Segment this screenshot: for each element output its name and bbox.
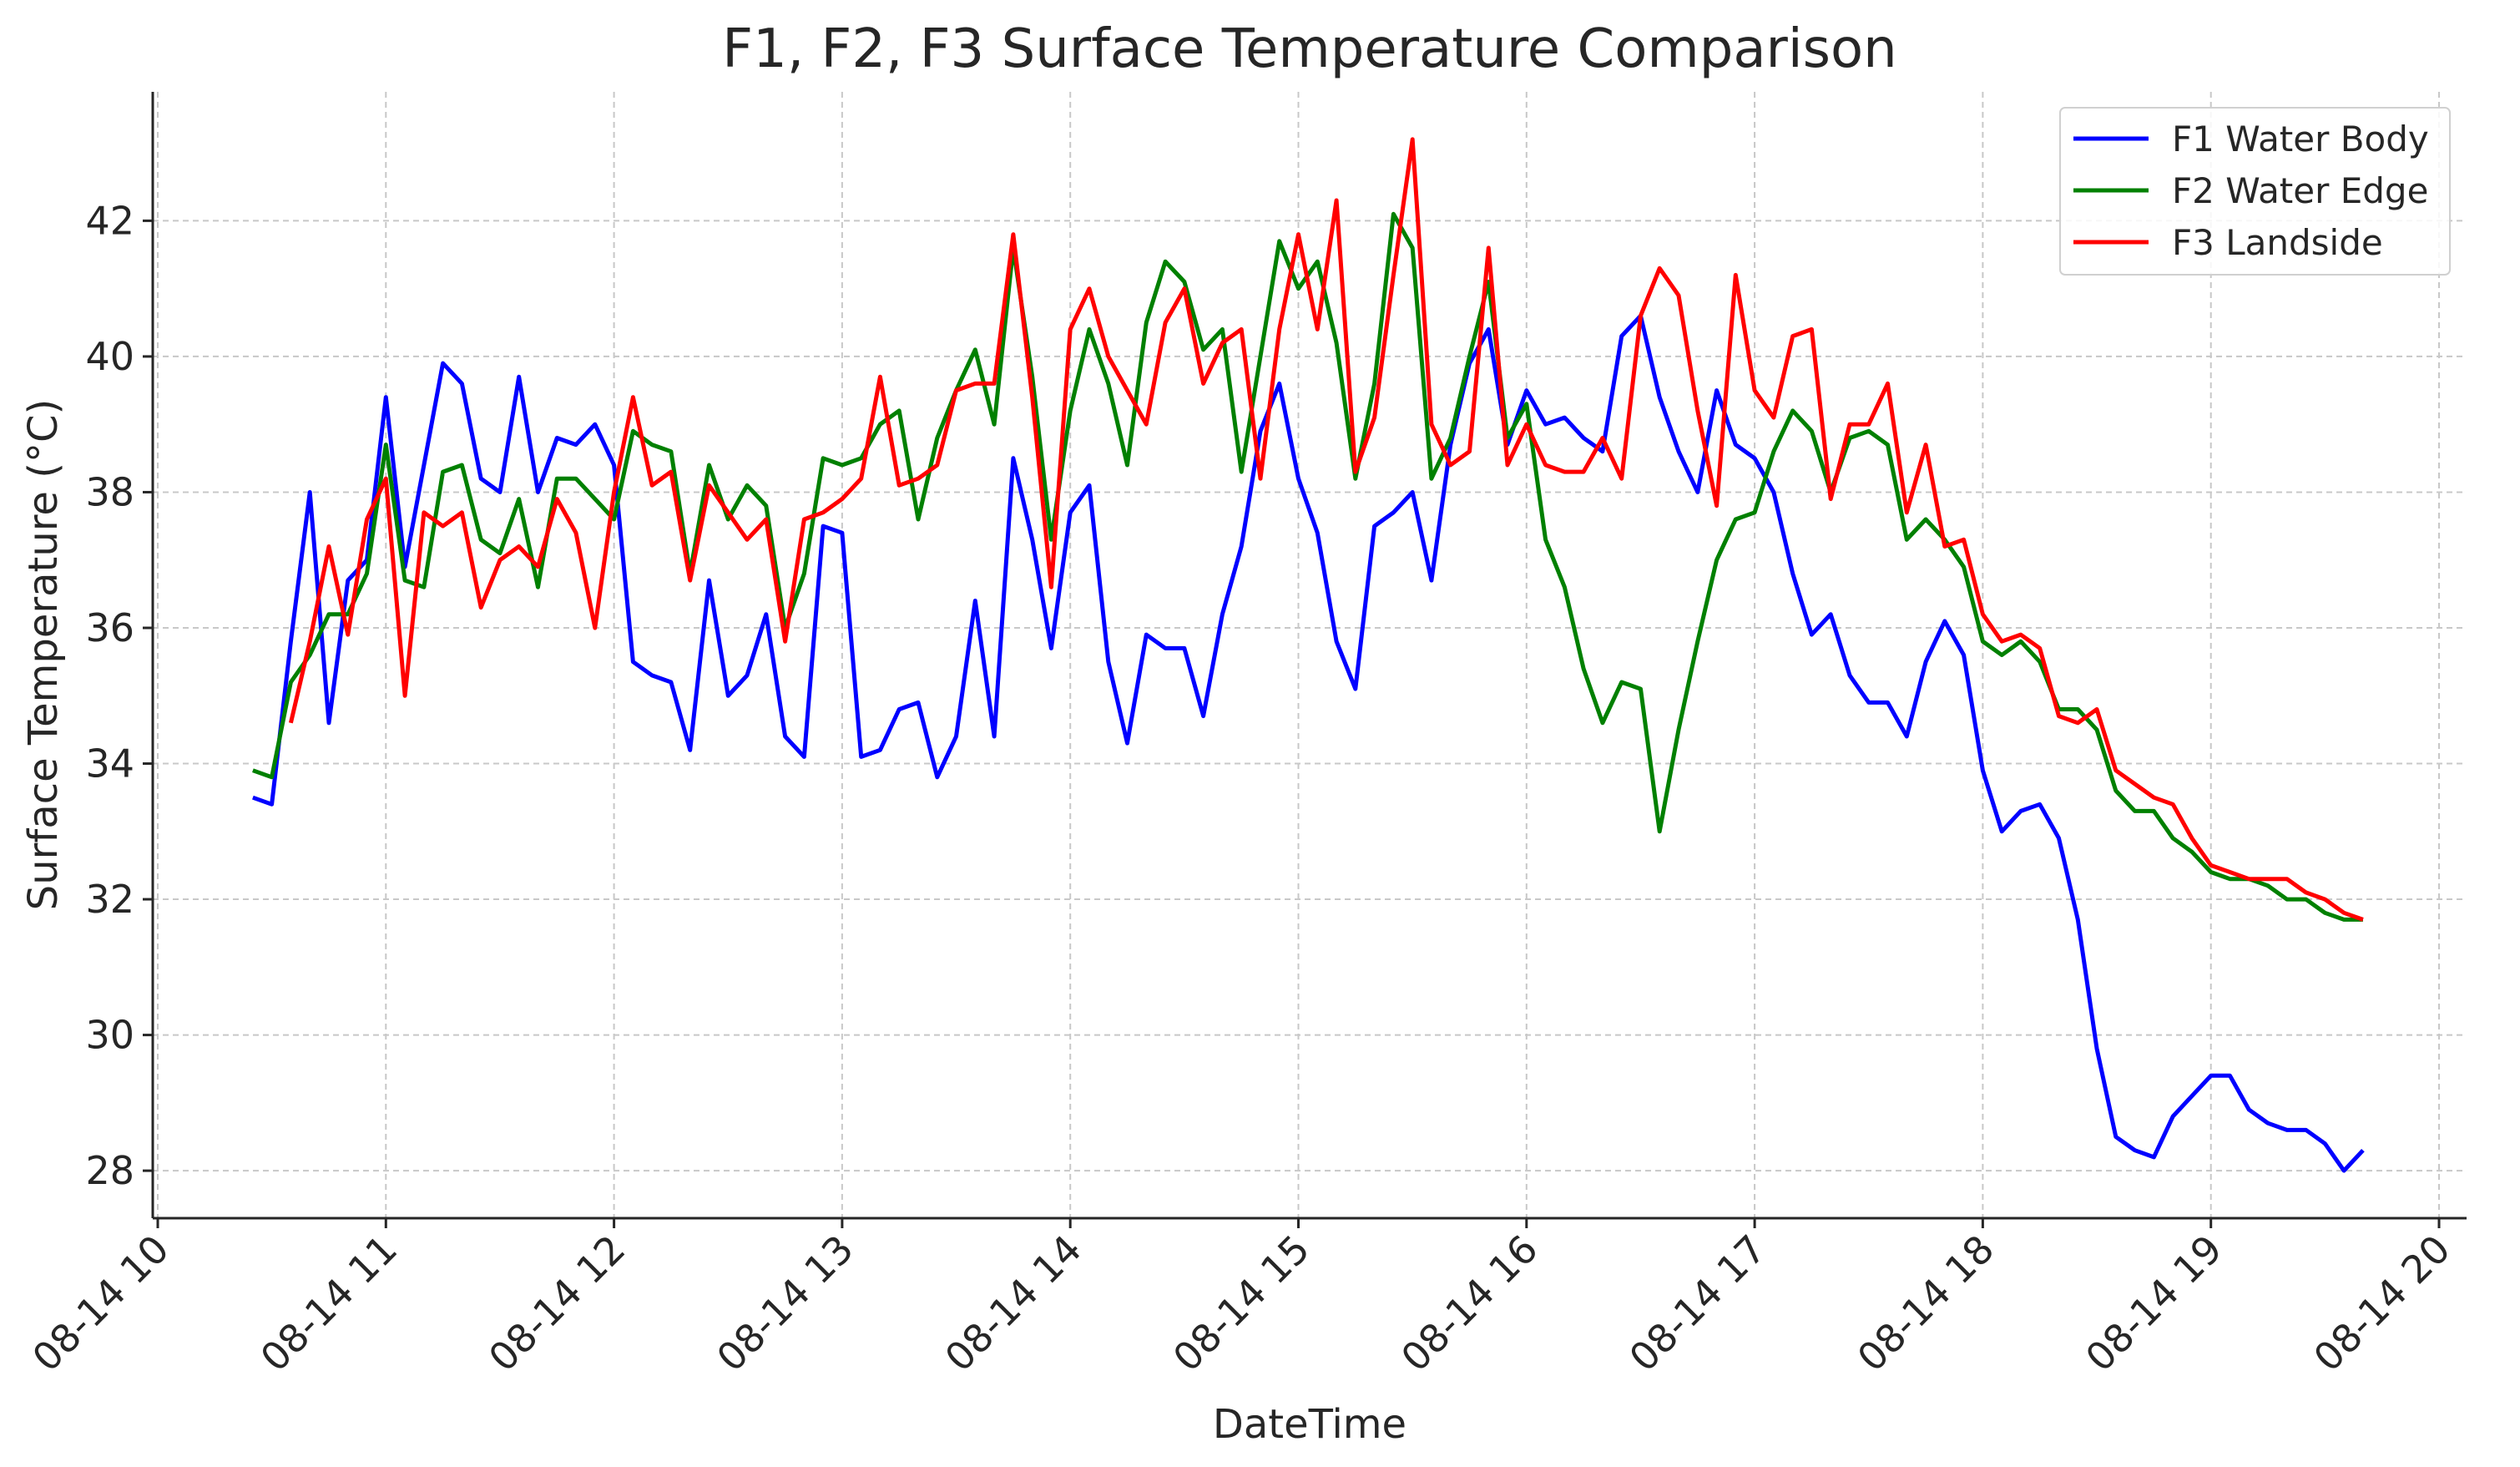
x-tick-label: 08-14 16: [1392, 1227, 1546, 1380]
series-lines: [252, 137, 2365, 1173]
x-tick-label: 08-14 10: [23, 1227, 177, 1380]
x-axis-label: DateTime: [1213, 1401, 1406, 1448]
y-tick-label: 34: [85, 741, 134, 787]
x-tick-label: 08-14 14: [937, 1227, 1090, 1380]
chart-title: F1, F2, F3 Surface Temperature Compariso…: [722, 18, 1896, 80]
x-tick-label: 08-14 18: [1849, 1227, 2002, 1380]
legend-label: F2 Water Edge: [2172, 170, 2428, 211]
y-tick-label: 32: [85, 877, 134, 922]
series-3: [288, 137, 2364, 922]
legend-label: F3 Landside: [2172, 222, 2383, 263]
y-tick-label: 40: [85, 334, 134, 379]
x-tick-label: 08-14 12: [480, 1227, 634, 1380]
x-tick-label: 08-14 17: [1620, 1227, 1774, 1380]
x-tick-label: 08-14 11: [252, 1227, 406, 1380]
legend-label: F1 Water Body: [2172, 119, 2429, 159]
y-tick-label: 38: [85, 469, 134, 514]
y-ticks: 28 30 32 34 36 38 40 42: [85, 198, 153, 1193]
series-1: [252, 313, 2365, 1173]
x-ticks: 08-14 10 08-14 11 08-14 12 08-14 13 08-14 14…: [23, 1218, 2459, 1380]
legend: F1 Water Body F2 Water Edge F3 Landside: [2059, 107, 2451, 276]
x-tick-label: 08-14 15: [1164, 1227, 1318, 1380]
series-line: [288, 137, 2364, 922]
y-tick-label: 28: [85, 1148, 134, 1193]
legend-item: F2 Water Edge: [2073, 170, 2428, 211]
y-tick-label: 42: [85, 198, 134, 243]
legend-item: F1 Water Body: [2073, 119, 2429, 159]
x-tick-label: 08-14 19: [2077, 1227, 2230, 1380]
x-tick-label: 08-14 20: [2305, 1227, 2458, 1380]
series-line: [252, 313, 2365, 1173]
y-tick-label: 30: [85, 1013, 134, 1058]
x-tick-label: 08-14 13: [708, 1227, 861, 1380]
y-tick-label: 36: [85, 605, 134, 650]
y-axis-label: Surface Temperature (°C): [20, 399, 67, 910]
legend-item: F3 Landside: [2073, 222, 2383, 263]
legend-box: [2059, 107, 2451, 276]
